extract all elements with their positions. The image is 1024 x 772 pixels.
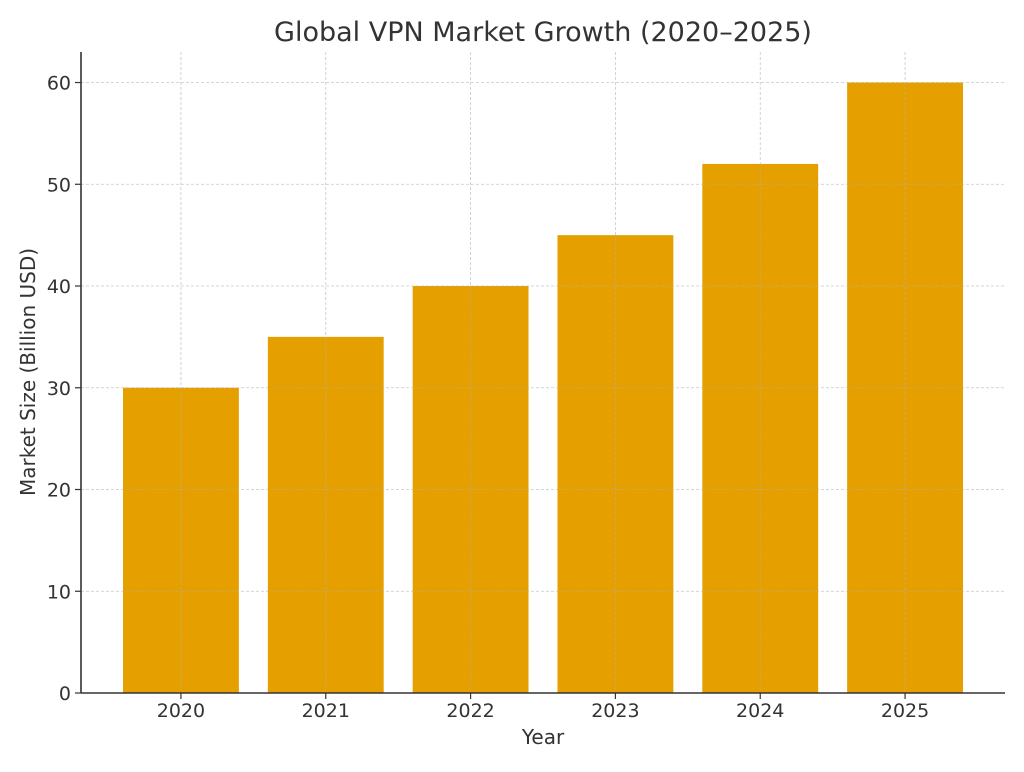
y-tick-label: 40 <box>47 276 71 298</box>
x-tick-label: 2023 <box>591 700 639 722</box>
x-tick-label: 2024 <box>736 700 784 722</box>
x-axis-label: Year <box>521 725 565 749</box>
y-tick-label: 20 <box>47 480 71 502</box>
y-tick-label: 0 <box>59 683 71 705</box>
y-tick-label: 60 <box>47 73 71 95</box>
x-tick-label: 2025 <box>881 700 929 722</box>
chart-title: Global VPN Market Growth (2020–2025) <box>274 17 812 48</box>
y-tick-label: 50 <box>47 174 71 196</box>
x-tick-label: 2020 <box>157 700 205 722</box>
y-tick-label: 10 <box>47 581 71 603</box>
y-tick-label: 30 <box>47 378 71 400</box>
y-axis-label: Market Size (Billion USD) <box>16 248 40 496</box>
x-tick-label: 2021 <box>302 700 350 722</box>
x-tick-label: 2022 <box>446 700 494 722</box>
